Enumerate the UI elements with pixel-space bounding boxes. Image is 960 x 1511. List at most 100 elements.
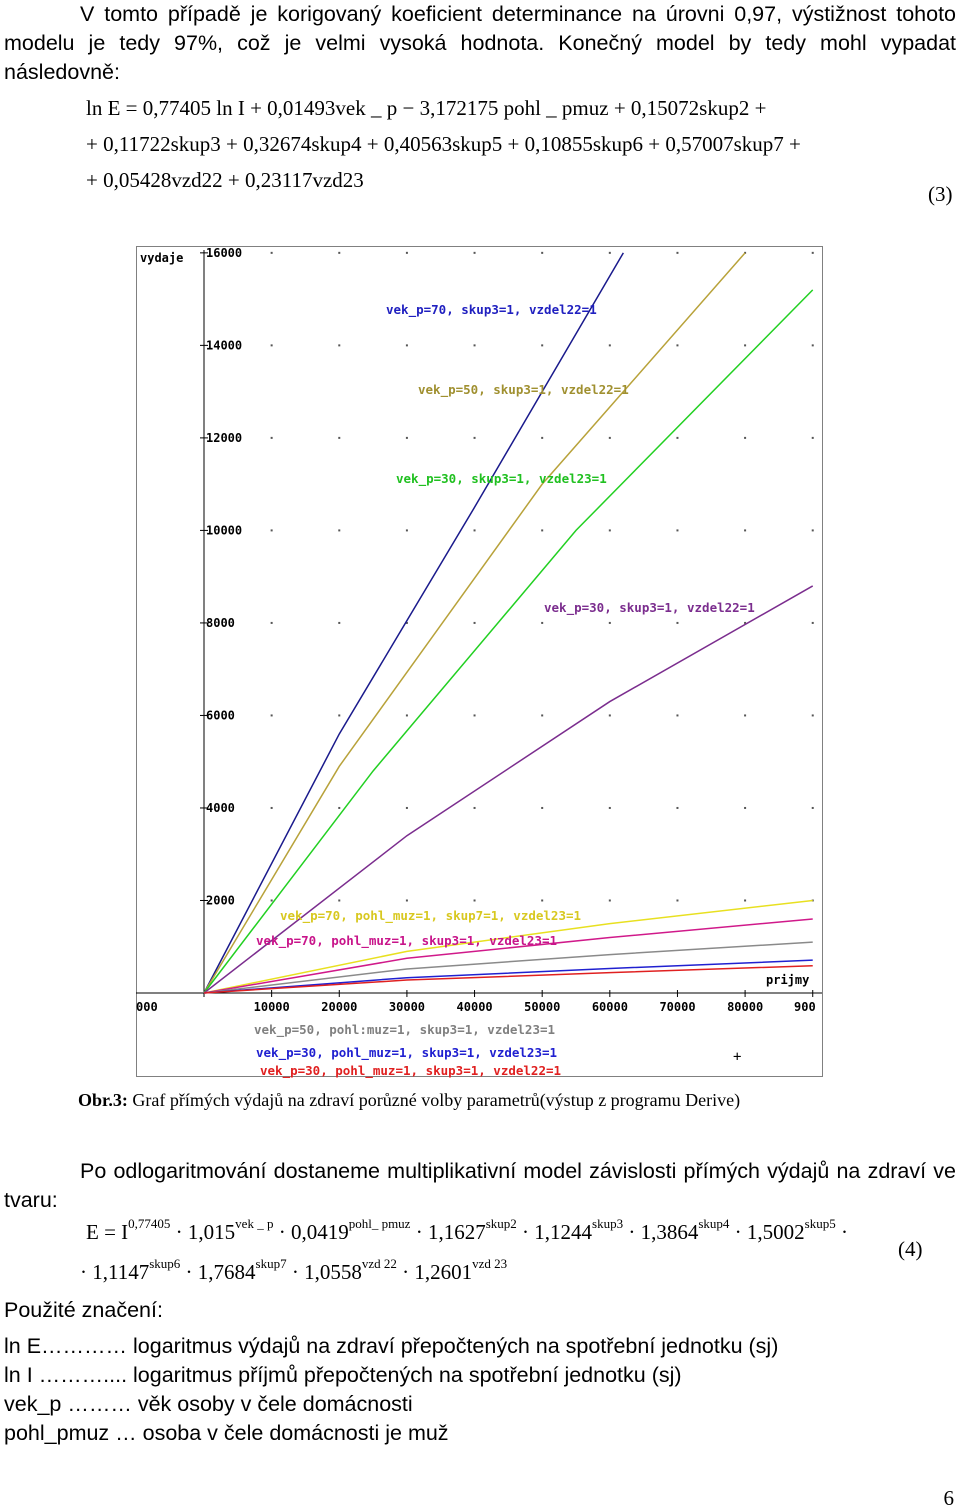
definition-ln-i: ln I ……….... logaritmus příjmů přepočten… <box>4 1363 682 1387</box>
y-tick-label: 6000 <box>206 708 235 722</box>
grid-dot <box>338 621 341 624</box>
grid-dot <box>608 436 611 439</box>
grid-dot <box>405 251 408 254</box>
grid-dot <box>473 621 476 624</box>
grid-dot <box>338 806 341 809</box>
series-line <box>203 941 813 994</box>
series-annotation: vek_p=50, pohl:muz=1, skup3=1, vzdel23=1 <box>254 1022 555 1038</box>
grid-dot <box>541 806 544 809</box>
grid-dot <box>473 806 476 809</box>
line1-term: · 1,3864 <box>623 1220 699 1244</box>
grid-dot <box>473 251 476 254</box>
series-annotation: vek_p=30, pohl_muz=1, skup3=1, vzdel23=1 <box>256 1045 557 1061</box>
line2-term: · 1,0558 <box>286 1260 362 1284</box>
line1-term: · 1,015 <box>170 1220 236 1244</box>
grid-dot <box>270 436 273 439</box>
grid-dot <box>811 806 814 809</box>
line1-exponent: skup3 <box>592 1216 624 1231</box>
y-tick-label: 2000 <box>206 893 235 907</box>
grid-dot <box>405 806 408 809</box>
grid-dot <box>338 344 341 347</box>
x-tick-label: 80000 <box>727 1000 763 1014</box>
intro-paragraph: V tomto případě je korigovaný koeficient… <box>4 2 956 84</box>
caption-text: Graf přímých výdajů na zdraví porůzné vo… <box>127 1090 741 1110</box>
grid-dot <box>473 714 476 717</box>
grid-dot <box>270 251 273 254</box>
line1-term: · <box>835 1220 848 1244</box>
equation3-number: (3) <box>928 182 953 206</box>
grid-dot <box>405 529 408 532</box>
line2-exponent: skup7 <box>255 1256 287 1271</box>
line1-term: · 1,1244 <box>516 1220 593 1244</box>
series-lines <box>203 252 814 994</box>
equation3-line2: + 0,11722skup3 + 0,32674skup4 + 0,40563s… <box>86 132 801 156</box>
grid-dot <box>744 621 747 624</box>
line1-exponent: pohl_ pmuz <box>348 1216 411 1231</box>
grid-dot <box>608 621 611 624</box>
equation4-line2: · 1,1147skup6 · 1,7684skup7 · 1,0558vzd … <box>80 1257 507 1285</box>
equation4-line1: E = I0,77405 · 1,015vek _ p · 0,0419pohl… <box>86 1217 848 1245</box>
grid-dot <box>270 344 273 347</box>
grid-dot <box>676 621 679 624</box>
grid-dot <box>608 251 611 254</box>
series-line <box>203 964 813 994</box>
y-tick-label: 4000 <box>206 801 235 815</box>
line2-exponent: skup6 <box>149 1256 181 1271</box>
grid-dot <box>744 529 747 532</box>
grid-dot <box>744 436 747 439</box>
x-tick-label: 10000 <box>254 1000 290 1014</box>
x-tick-label: 40000 <box>457 1000 493 1014</box>
grid-dot <box>541 714 544 717</box>
series-line <box>203 289 814 994</box>
y-tick-label: 10000 <box>206 523 242 537</box>
grid-dot <box>338 529 341 532</box>
grid-dot <box>744 899 747 902</box>
line2-term: · 1,1147 <box>80 1260 150 1284</box>
grid-dot <box>811 714 814 717</box>
line1-term: E = I <box>86 1220 129 1244</box>
series-annotation: vek_p=70, pohl_muz=1, skup3=1, vzdel23=1 <box>256 933 557 949</box>
grid-dot <box>473 436 476 439</box>
grid-dot <box>541 621 544 624</box>
series-line <box>203 585 814 994</box>
grid-dot <box>676 251 679 254</box>
grid-dot <box>608 529 611 532</box>
definition-vek-p: vek_p ……… věk osoby v čele domácnosti <box>4 1392 413 1416</box>
line2-exponent: vzd 23 <box>472 1256 508 1271</box>
x-tick-label: 20000 <box>321 1000 357 1014</box>
notation-heading: Použité značení: <box>4 1298 163 1322</box>
grid-dot <box>608 806 611 809</box>
grid-dot <box>811 436 814 439</box>
grid-dot <box>338 251 341 254</box>
chart-annotations: vek_p=70, skup3=1, vzdel22=1 vek_p=50, sk… <box>254 302 755 1078</box>
grid-dot <box>608 344 611 347</box>
chart-frame <box>136 246 823 1077</box>
line1-exponent: skup2 <box>485 1216 517 1231</box>
x-tick-label: 900 <box>794 1000 816 1014</box>
page-number: 6 <box>943 1486 955 1510</box>
grid-dot <box>811 344 814 347</box>
grid-dot <box>676 344 679 347</box>
x-ticks: 000 10000 20000 30000 40000 50000 60000 70000 80… <box>136 990 816 1014</box>
line1-term: · 0,0419 <box>273 1220 349 1244</box>
series-annotation: vek_p=50, skup3=1, vzdel22=1 <box>418 382 629 398</box>
grid-dot <box>270 714 273 717</box>
line2-term: · 1,2601 <box>396 1260 473 1284</box>
cursor-marker: + <box>733 1049 741 1065</box>
grid-dot <box>270 899 273 902</box>
grid-dot <box>270 806 273 809</box>
grid-dot <box>811 251 814 254</box>
grid-dot <box>744 806 747 809</box>
series-line <box>203 918 813 994</box>
grid-dot <box>270 621 273 624</box>
series-annotation: vek_p=70, pohl_muz=1, skup7=1, vzdel23=1 <box>280 908 581 924</box>
grid-dot <box>338 436 341 439</box>
line2-exponent: vzd 22 <box>361 1256 397 1271</box>
series-annotation: vek_p=30, pohl_muz=1, skup3=1, vzdel22=1 <box>260 1063 561 1078</box>
x-tick-label: 70000 <box>659 1000 695 1014</box>
grid-dot <box>608 899 611 902</box>
y-axis-label: vydaje <box>140 251 183 265</box>
x-tick-label: 60000 <box>592 1000 628 1014</box>
x-axis-label: prijmy <box>766 973 809 987</box>
grid-dot <box>676 899 679 902</box>
